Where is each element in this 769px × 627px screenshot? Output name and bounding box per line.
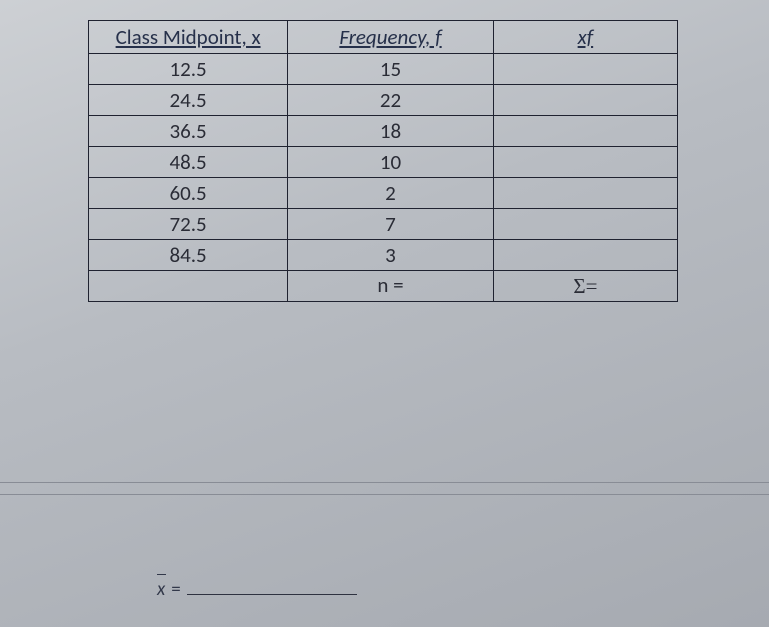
cell-x: 12.5 bbox=[89, 54, 288, 85]
mean-expression: x = bbox=[157, 578, 357, 601]
cell-f: 7 bbox=[288, 209, 494, 240]
table-row: 84.5 3 bbox=[89, 240, 678, 271]
table-summary-row: n = Σ= bbox=[89, 271, 678, 302]
table-row: 48.5 10 bbox=[89, 147, 678, 178]
cell-f: 2 bbox=[288, 178, 494, 209]
cell-x: 60.5 bbox=[89, 178, 288, 209]
header-frequency: Frequency, f bbox=[288, 21, 494, 54]
summary-sigma: Σ= bbox=[493, 271, 677, 302]
cell-x: 24.5 bbox=[89, 85, 288, 116]
cell-xf bbox=[493, 116, 677, 147]
cell-f: 22 bbox=[288, 85, 494, 116]
table-row: 36.5 18 bbox=[89, 116, 678, 147]
divider-line bbox=[0, 494, 769, 495]
x-bar-symbol: x bbox=[157, 578, 165, 601]
frequency-table: Class Midpoint, x Frequency, f xf 12.5 1… bbox=[88, 20, 678, 302]
header-midpoint: Class Midpoint, x bbox=[89, 21, 288, 54]
cell-xf bbox=[493, 85, 677, 116]
summary-blank bbox=[89, 271, 288, 302]
cell-f: 15 bbox=[288, 54, 494, 85]
table-row: 72.5 7 bbox=[89, 209, 678, 240]
page-root: Class Midpoint, x Frequency, f xf 12.5 1… bbox=[0, 0, 769, 627]
divider-line bbox=[0, 482, 769, 483]
cell-xf bbox=[493, 54, 677, 85]
cell-xf bbox=[493, 147, 677, 178]
equals-sign: = bbox=[171, 578, 180, 601]
table-row: 12.5 15 bbox=[89, 54, 678, 85]
table-row: 24.5 22 bbox=[89, 85, 678, 116]
cell-x: 48.5 bbox=[89, 147, 288, 178]
cell-x: 84.5 bbox=[89, 240, 288, 271]
cell-xf bbox=[493, 209, 677, 240]
cell-xf bbox=[493, 240, 677, 271]
cell-f: 18 bbox=[288, 116, 494, 147]
summary-n: n = bbox=[288, 271, 494, 302]
cell-f: 3 bbox=[288, 240, 494, 271]
cell-x: 72.5 bbox=[89, 209, 288, 240]
header-xf: xf bbox=[493, 21, 677, 54]
cell-xf bbox=[493, 178, 677, 209]
answer-blank[interactable] bbox=[187, 578, 357, 595]
cell-x: 36.5 bbox=[89, 116, 288, 147]
table-header-row: Class Midpoint, x Frequency, f xf bbox=[89, 21, 678, 54]
table-row: 60.5 2 bbox=[89, 178, 678, 209]
cell-f: 10 bbox=[288, 147, 494, 178]
